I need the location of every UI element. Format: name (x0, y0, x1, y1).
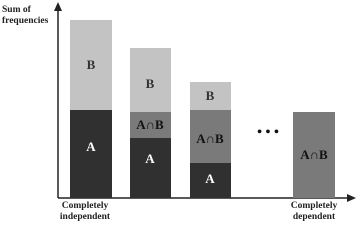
y-label: frequencies (2, 16, 49, 26)
segment-label: A∩B (300, 147, 328, 162)
x-arrow (347, 194, 356, 202)
y-arrow (54, 2, 62, 11)
y-label: Sum of (2, 5, 32, 15)
segment (190, 110, 231, 163)
x-label: dependent (293, 212, 336, 222)
x-label: Completely (62, 201, 109, 211)
segment-label: B (206, 88, 215, 103)
segment-label: A (86, 139, 96, 154)
segment (70, 110, 112, 198)
x-label: Completely (291, 201, 338, 211)
segment-label: A (205, 171, 215, 186)
segment-label: A∩B (196, 131, 224, 146)
x-label: independent (60, 212, 111, 222)
segment (190, 163, 231, 198)
segment (130, 48, 171, 112)
segment (293, 112, 335, 198)
segment (70, 20, 112, 110)
segment (130, 112, 171, 138)
segment-label: A (145, 151, 155, 166)
ellipsis: • • • (257, 125, 279, 140)
segment-label: A∩B (136, 117, 164, 132)
segment (130, 138, 171, 198)
segment-label: B (146, 76, 155, 91)
segment (190, 82, 231, 110)
segment-label: B (87, 57, 96, 72)
diagram: Sum of frequencies B A B A∩B A B A∩B A •… (2, 2, 356, 222)
